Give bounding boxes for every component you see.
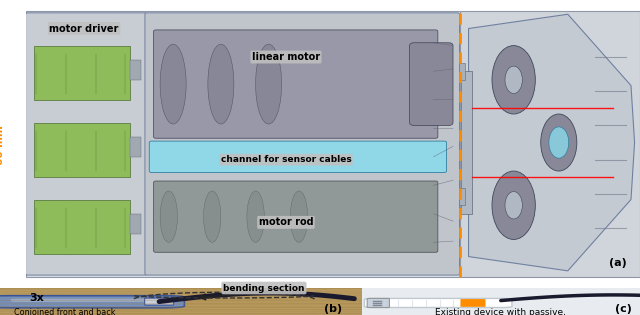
Bar [461, 71, 472, 214]
Text: motor driver: motor driver [49, 24, 119, 33]
Circle shape [492, 171, 535, 239]
Text: linear motor: linear motor [252, 52, 320, 62]
Text: 66 mm: 66 mm [0, 125, 4, 165]
FancyBboxPatch shape [367, 298, 389, 307]
Text: (c): (c) [615, 304, 632, 314]
Text: Existing device with passive,
flexible, proximal section (ACUSON
AcuNav™, Siemen: Existing device with passive, flexible, … [422, 308, 580, 315]
FancyBboxPatch shape [145, 13, 460, 275]
Text: Conjoined front and back
portions of the real robot: Conjoined front and back portions of the… [15, 308, 116, 315]
FancyBboxPatch shape [0, 296, 184, 308]
Circle shape [549, 127, 569, 158]
FancyBboxPatch shape [26, 11, 460, 277]
Text: 3x: 3x [29, 293, 44, 303]
FancyBboxPatch shape [460, 299, 486, 307]
Bar [130, 214, 141, 234]
Circle shape [552, 131, 566, 154]
Ellipse shape [291, 191, 308, 242]
FancyBboxPatch shape [26, 13, 147, 275]
FancyBboxPatch shape [364, 298, 512, 307]
Text: 298 mm: 298 mm [292, 288, 348, 301]
Circle shape [492, 46, 535, 114]
FancyBboxPatch shape [154, 181, 438, 252]
Ellipse shape [255, 44, 282, 124]
Bar [458, 63, 465, 80]
Ellipse shape [208, 44, 234, 124]
Text: (b): (b) [324, 304, 342, 314]
Circle shape [541, 114, 577, 171]
FancyBboxPatch shape [154, 30, 438, 138]
FancyBboxPatch shape [410, 43, 453, 125]
FancyBboxPatch shape [149, 141, 447, 173]
Ellipse shape [160, 44, 186, 124]
Bar [458, 188, 465, 205]
Circle shape [505, 66, 522, 94]
Bar [130, 137, 141, 157]
FancyBboxPatch shape [460, 11, 640, 277]
Polygon shape [468, 14, 635, 271]
FancyBboxPatch shape [145, 298, 173, 305]
Bar [35, 123, 130, 177]
Bar [130, 60, 141, 80]
Text: channel for sensor cables: channel for sensor cables [221, 155, 351, 164]
Text: (a): (a) [609, 258, 627, 268]
Ellipse shape [247, 191, 264, 242]
FancyBboxPatch shape [11, 299, 152, 302]
Text: motor rod: motor rod [259, 217, 313, 227]
Text: bending section: bending section [223, 284, 305, 293]
Ellipse shape [204, 191, 221, 242]
Bar [35, 200, 130, 254]
Bar [35, 46, 130, 100]
Circle shape [505, 192, 522, 219]
Ellipse shape [160, 191, 177, 242]
